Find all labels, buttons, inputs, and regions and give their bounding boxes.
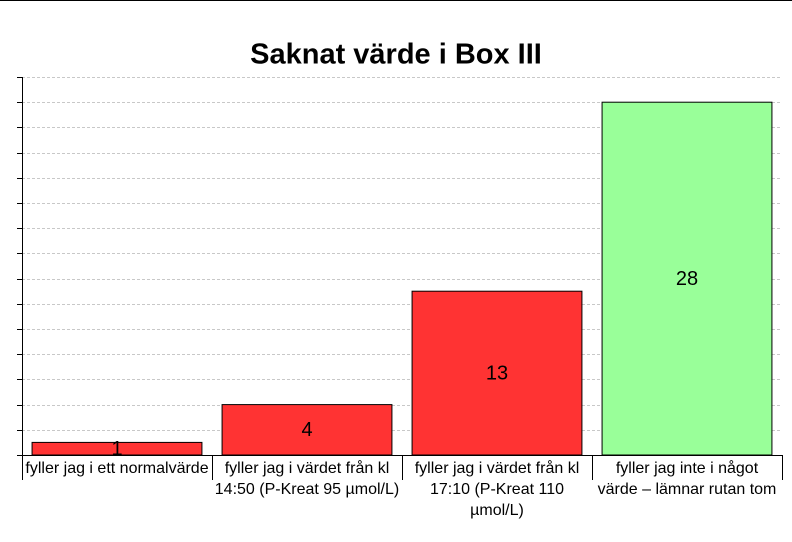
bar bbox=[221, 404, 393, 456]
value-label: 4 bbox=[301, 419, 312, 441]
value-label: 13 bbox=[486, 362, 508, 384]
x-tick-label: fyller jag inte i något värde – lämnar r… bbox=[597, 460, 777, 498]
x-tick-label: fyller jag i ett normalvärde bbox=[25, 460, 209, 477]
bar bbox=[601, 101, 773, 456]
x-tick-label: fyller jag i värdet från kl 17:10 (P-Kre… bbox=[414, 460, 589, 519]
x-tick-label: fyller jag i värdet från kl 14:50 (P-Kre… bbox=[214, 460, 400, 498]
value-label: 28 bbox=[676, 268, 698, 290]
bar bbox=[411, 290, 583, 456]
bar bbox=[31, 441, 203, 456]
chart-title: Saknat värde i Box III bbox=[250, 39, 542, 71]
value-label: 1 bbox=[111, 438, 122, 460]
